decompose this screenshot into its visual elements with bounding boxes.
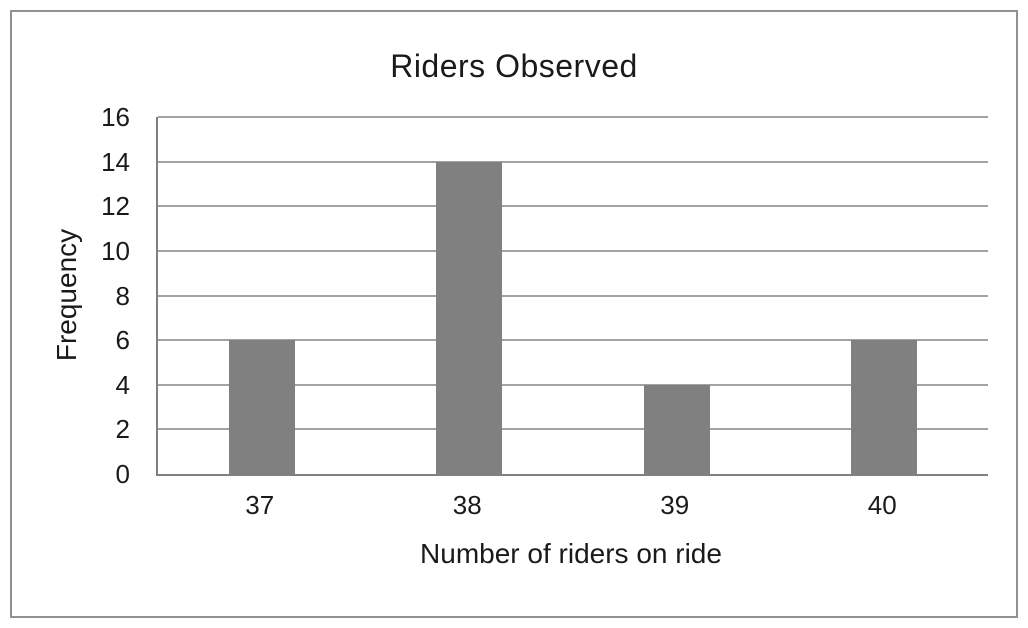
- gridline-8: [158, 294, 988, 297]
- y-tick-label-6: 6: [115, 325, 130, 356]
- y-axis-tick-labels: 0 2 4 6 8 10 12 14 16: [12, 104, 144, 487]
- y-tick-label-14: 14: [101, 146, 130, 177]
- gridline-12: [158, 205, 988, 208]
- bar-38: [436, 161, 503, 474]
- bar-40: [851, 340, 918, 474]
- gridline-6: [158, 339, 988, 342]
- y-tick-label-2: 2: [115, 414, 130, 445]
- x-tick-label-39: 39: [660, 490, 690, 520]
- x-axis-tick-labels: 37 38 39 40: [156, 490, 986, 524]
- x-tick-label-40: 40: [867, 490, 897, 520]
- plot-area: [156, 116, 988, 476]
- gridline-2: [158, 428, 988, 431]
- gridline-16: [158, 116, 988, 118]
- y-tick-label-12: 12: [101, 191, 130, 222]
- gridline-14: [158, 160, 988, 163]
- bar-37: [228, 340, 295, 474]
- y-tick-label-8: 8: [115, 280, 130, 311]
- y-tick-label-10: 10: [101, 235, 130, 266]
- y-tick-label-0: 0: [115, 459, 130, 489]
- chart-figure: Riders Observed Frequency 0 2 4 6 8 10 12 14 16 …: [10, 10, 1018, 618]
- gridline-4: [158, 383, 988, 386]
- chart-title: Riders Observed: [390, 48, 638, 84]
- bar-39: [643, 384, 710, 474]
- x-tick-label-38: 38: [452, 490, 482, 520]
- x-axis-label: Number of riders on ride: [420, 538, 722, 569]
- y-tick-label-16: 16: [101, 102, 130, 132]
- x-tick-label-37: 37: [245, 490, 275, 520]
- gridline-10: [158, 249, 988, 252]
- y-tick-label-4: 4: [115, 369, 130, 400]
